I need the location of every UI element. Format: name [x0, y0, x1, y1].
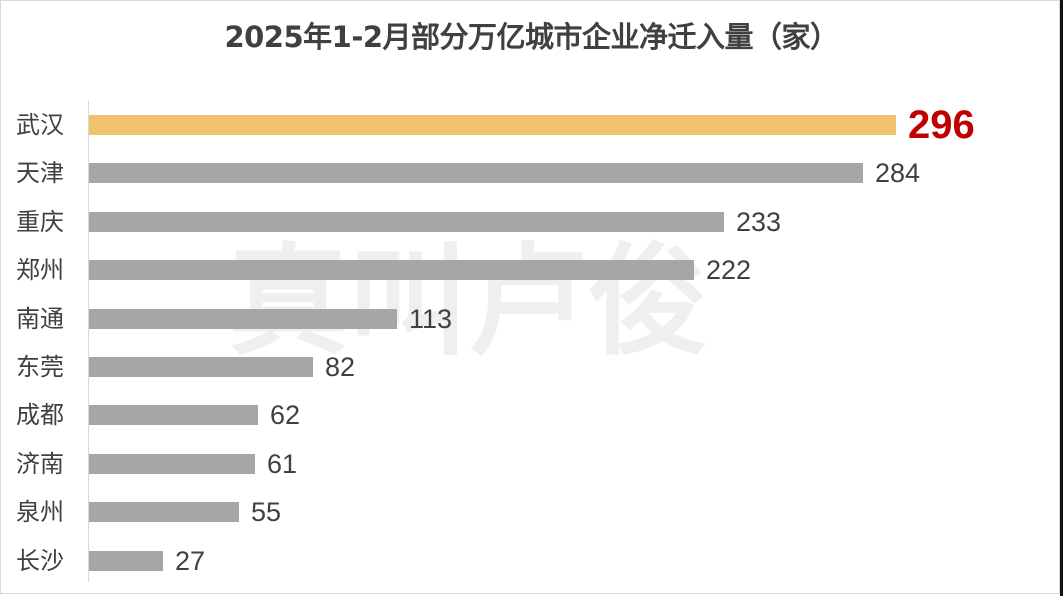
category-label: 天津 [16, 159, 64, 188]
value-label: 61 [267, 448, 298, 479]
y-axis-line [88, 101, 89, 582]
value-label: 27 [175, 545, 206, 576]
category-label: 泉州 [16, 498, 64, 527]
bar-row: 南通 113 [0, 295, 1063, 343]
value-label: 233 [736, 206, 782, 237]
category-label: 长沙 [16, 546, 64, 575]
category-label: 南通 [16, 304, 64, 333]
bar-row: 东莞 82 [0, 343, 1063, 391]
bar-row: 济南 61 [0, 440, 1063, 488]
bar-row: 成都 62 [0, 391, 1063, 439]
value-label: 222 [706, 255, 752, 286]
bar [89, 260, 694, 281]
bar-row: 泉州 55 [0, 488, 1063, 536]
category-label: 济南 [16, 449, 64, 478]
value-label: 62 [270, 400, 301, 431]
bar [89, 453, 255, 474]
category-label: 武汉 [16, 111, 64, 139]
value-label: 113 [409, 303, 453, 334]
bar [89, 211, 724, 232]
bar [89, 115, 896, 135]
bar-row: 郑州 222 [0, 246, 1063, 294]
value-label: 82 [325, 352, 356, 382]
value-label: 55 [251, 497, 282, 528]
bar-row: 天津 284 [0, 149, 1063, 197]
bar [89, 502, 239, 523]
chart-title: 2025年1-2月部分万亿城市企业净迁入量（家） [224, 20, 839, 54]
bar [89, 357, 313, 377]
bar-row: 武汉 296 [0, 101, 1063, 149]
bar [89, 163, 863, 184]
category-label: 郑州 [16, 256, 64, 285]
category-label: 东莞 [16, 353, 64, 381]
bar [89, 405, 258, 426]
right-border [1060, 0, 1063, 596]
bar-row: 长沙 27 [0, 537, 1063, 585]
bar-row: 重庆 233 [0, 198, 1063, 246]
bar [89, 308, 397, 329]
category-label: 重庆 [16, 207, 64, 236]
value-label: 296 [908, 103, 975, 147]
bar [89, 550, 163, 571]
category-label: 成都 [16, 401, 64, 430]
value-label: 284 [875, 158, 921, 189]
